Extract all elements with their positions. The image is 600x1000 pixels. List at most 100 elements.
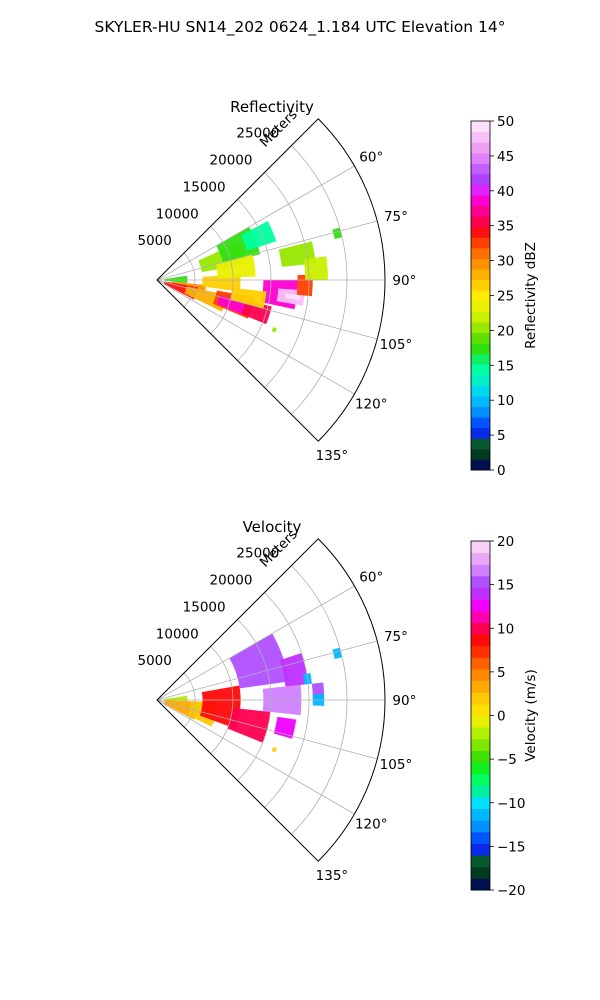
range-tick-label: 20000 bbox=[210, 153, 253, 169]
colorbar-swatch bbox=[471, 395, 490, 408]
colorbar-swatch bbox=[471, 279, 490, 291]
sector-frame bbox=[156, 118, 386, 442]
echo-cell bbox=[271, 746, 277, 753]
colorbar-tick-label: −15 bbox=[497, 839, 526, 855]
colorbar-swatch bbox=[471, 692, 490, 705]
colorbar-label: Reflectivity dBZ bbox=[523, 242, 539, 349]
colorbar-swatch bbox=[471, 727, 490, 740]
colorbar-swatch bbox=[471, 205, 490, 217]
echo-cell bbox=[229, 633, 289, 689]
colorbar-swatch bbox=[471, 427, 490, 439]
echo-cell bbox=[240, 221, 277, 251]
azimuth-spoke bbox=[156, 640, 378, 701]
colorbar-tick-label: 10 bbox=[497, 621, 514, 637]
echo-cell bbox=[284, 293, 301, 301]
colorbar-swatch bbox=[471, 290, 490, 302]
azimuth-tick-label: 75° bbox=[384, 209, 408, 225]
colorbar-swatch bbox=[471, 878, 490, 891]
reflectivity-panel: Reflectivity500010000150002000025000Mete… bbox=[138, 98, 417, 464]
colorbar-swatch bbox=[471, 634, 490, 647]
colorbar-tick-label: 20 bbox=[497, 323, 514, 339]
colorbar-swatch bbox=[471, 237, 490, 249]
azimuth-tick-label: 75° bbox=[384, 629, 408, 645]
colorbar-swatch bbox=[471, 541, 490, 554]
colorbar-swatch bbox=[471, 374, 490, 386]
colorbar-swatch bbox=[471, 226, 490, 238]
colorbar-swatch bbox=[471, 808, 490, 821]
velocity-panel: Velocity500010000150002000025000Meters60… bbox=[138, 518, 417, 884]
colorbar-swatch bbox=[471, 131, 490, 143]
colorbar-swatch bbox=[471, 587, 490, 600]
echo-cell bbox=[202, 274, 241, 292]
colorbar-tick-label: −10 bbox=[497, 796, 526, 812]
colorbar-swatch bbox=[471, 300, 490, 312]
polar-grid bbox=[156, 565, 385, 835]
colorbar-tick-label: 15 bbox=[497, 578, 514, 594]
echo-cell bbox=[332, 227, 343, 239]
colorbar-swatch bbox=[471, 195, 490, 207]
colorbar-tick-label: 15 bbox=[497, 358, 514, 374]
echo-cell bbox=[230, 287, 267, 309]
colorbar-swatch bbox=[471, 216, 490, 228]
range-tick-label: 15000 bbox=[183, 179, 226, 195]
azimuth-spoke bbox=[156, 585, 355, 701]
colorbar-swatch bbox=[471, 258, 490, 270]
azimuth-tick-label: 120° bbox=[355, 397, 388, 413]
echo-cell bbox=[215, 254, 256, 278]
colorbar-swatch bbox=[471, 173, 490, 185]
colorbar-swatch bbox=[471, 406, 490, 418]
colorbar-swatch bbox=[471, 385, 490, 397]
colorbar-swatch bbox=[471, 142, 490, 154]
azimuth-tick-label: 135° bbox=[316, 868, 349, 884]
range-tick-label: 20000 bbox=[210, 573, 253, 589]
reflectivity-colorbar: 0 5 10 15 20 25 30 35 40 45 50 Reflectivity dBZ bbox=[470, 114, 539, 479]
colorbar-swatch bbox=[471, 575, 490, 589]
range-tick-label: 25000 bbox=[236, 546, 279, 562]
colorbar-swatch bbox=[471, 459, 490, 471]
colorbar-swatch bbox=[471, 796, 490, 810]
azimuth-spoke bbox=[156, 279, 378, 340]
colorbar-tick-label: 0 bbox=[497, 709, 506, 725]
colorbar-swatch bbox=[471, 762, 490, 775]
colorbar-swatch bbox=[471, 564, 490, 577]
echo-cells bbox=[163, 633, 343, 753]
echo-cell bbox=[164, 275, 188, 284]
range-tick-label: 25000 bbox=[236, 126, 279, 142]
colorbar-swatch bbox=[471, 417, 490, 429]
colorbar-swatch bbox=[471, 668, 490, 682]
colorbar-swatch bbox=[471, 552, 490, 565]
echo-cell bbox=[303, 256, 328, 280]
colorbar-swatch bbox=[471, 321, 490, 334]
colorbar-swatch bbox=[471, 269, 490, 281]
colorbar-swatch bbox=[471, 866, 490, 879]
colorbar-tick-label: 10 bbox=[497, 393, 514, 409]
colorbar-swatch bbox=[471, 438, 490, 450]
colorbar-swatch bbox=[471, 750, 490, 763]
colorbar-swatch bbox=[471, 163, 490, 175]
echo-cell bbox=[332, 647, 343, 659]
colorbar-swatch bbox=[471, 184, 490, 196]
colorbar-tick-label: 45 bbox=[497, 149, 514, 165]
panel-title: Reflectivity bbox=[230, 98, 314, 116]
colorbar-swatch bbox=[471, 785, 490, 798]
colorbar-swatch bbox=[471, 121, 490, 133]
colorbar-tick-label: −20 bbox=[497, 883, 526, 899]
azimuth-tick-label: 60° bbox=[359, 149, 383, 165]
colorbar-swatch bbox=[471, 680, 490, 693]
colorbar-tick-label: 50 bbox=[497, 114, 514, 130]
colorbar-swatch bbox=[471, 353, 490, 365]
sector-frame bbox=[156, 538, 386, 862]
range-tick-label: 5000 bbox=[138, 233, 172, 249]
azimuth-tick-label: 135° bbox=[316, 448, 349, 464]
colorbar-tick-label: 5 bbox=[497, 665, 506, 681]
azimuth-spoke bbox=[156, 165, 355, 281]
azimuth-tick-label: 60° bbox=[359, 569, 383, 585]
echo-cell bbox=[271, 326, 277, 333]
colorbar-swatch bbox=[471, 152, 490, 164]
colorbar-tick-label: 0 bbox=[497, 463, 506, 479]
colorbar-tick-label: 35 bbox=[497, 219, 514, 235]
azimuth-tick-label: 120° bbox=[355, 817, 388, 833]
azimuth-spoke bbox=[156, 279, 355, 395]
colorbar-swatch bbox=[471, 820, 490, 833]
